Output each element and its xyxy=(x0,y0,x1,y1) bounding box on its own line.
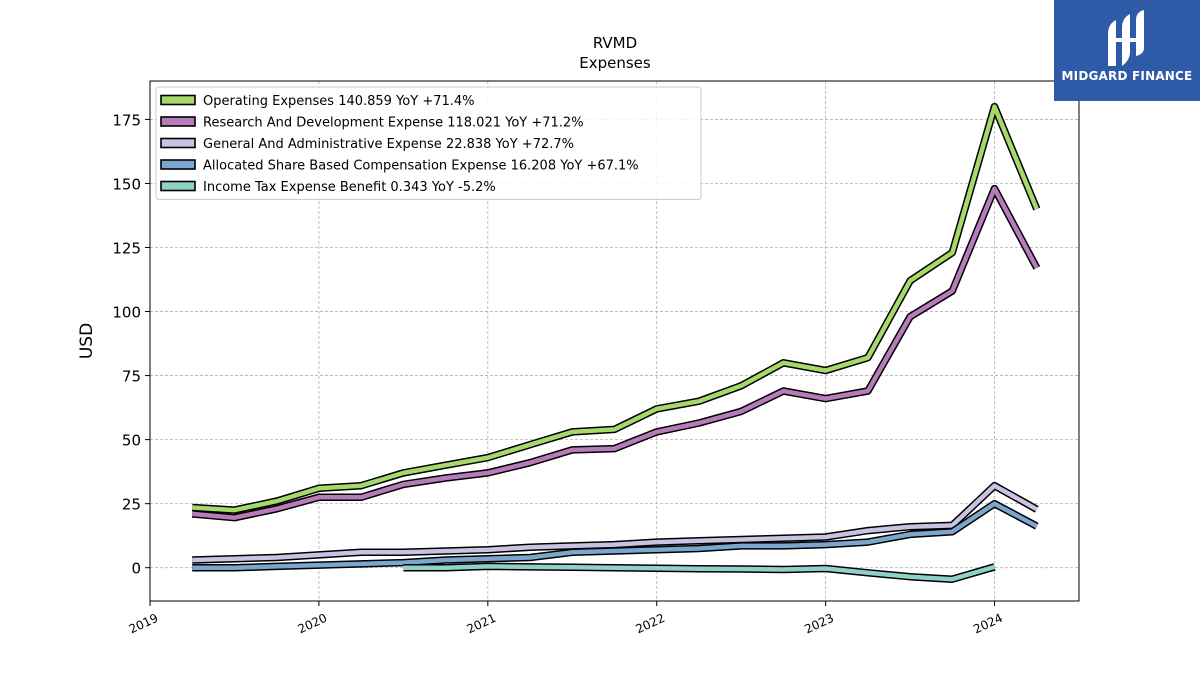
legend-label: Income Tax Expense Benefit 0.343 YoY -5.… xyxy=(203,180,496,195)
series-line xyxy=(191,186,1039,520)
chart-title: RVMD xyxy=(593,34,637,52)
y-axis-label: USD xyxy=(77,323,97,359)
axis-ticks: 0 25 50 75 100 125 150 175 2019 2020 2021 2022 2023 2… xyxy=(112,111,1005,636)
x-tick-label: 2023 xyxy=(802,611,836,637)
legend-label: General And Administrative Expense 22.83… xyxy=(203,137,574,152)
chart-subtitle: Expenses xyxy=(579,54,651,72)
brand-mark-icon xyxy=(1108,10,1144,66)
brand-logo: MIDGARD FINANCE xyxy=(1054,0,1200,101)
legend-box xyxy=(155,86,702,200)
y-tick-label: 50 xyxy=(122,432,141,450)
x-tick-label: 2022 xyxy=(633,611,667,637)
legend-swatch xyxy=(160,159,196,170)
legend-label: Research And Development Expense 118.021… xyxy=(203,116,584,131)
x-tick-label: 2020 xyxy=(296,611,330,637)
legend-swatch xyxy=(160,137,196,149)
y-tick-label: 0 xyxy=(131,560,141,578)
brand-name: MIDGARD FINANCE xyxy=(1061,69,1193,83)
y-tick-label: 175 xyxy=(112,111,141,129)
legend-label: Operating Expenses 140.859 YoY +71.4% xyxy=(203,94,475,109)
legend: Operating Expenses 140.859 YoY +71.4% Res… xyxy=(155,86,702,200)
x-tick-label: 2019 xyxy=(127,611,161,637)
y-tick-label: 75 xyxy=(122,368,141,386)
legend-swatch xyxy=(160,94,196,106)
series-line xyxy=(192,501,1038,570)
y-tick-label: 25 xyxy=(122,496,141,514)
y-tick-label: 150 xyxy=(112,175,141,193)
series-line xyxy=(192,483,1038,563)
x-tick-label: 2024 xyxy=(971,611,1005,637)
x-tick-label: 2021 xyxy=(465,611,499,637)
series-line xyxy=(192,104,1039,513)
legend-swatch xyxy=(160,116,196,127)
series-line xyxy=(403,564,996,582)
plot-frame xyxy=(149,80,1080,602)
y-tick-label: 100 xyxy=(112,304,141,322)
legend-label: Allocated Share Based Compensation Expen… xyxy=(203,159,639,174)
legend-swatch xyxy=(160,180,196,192)
series-lines xyxy=(191,102,1041,583)
y-tick-label: 125 xyxy=(112,240,141,258)
